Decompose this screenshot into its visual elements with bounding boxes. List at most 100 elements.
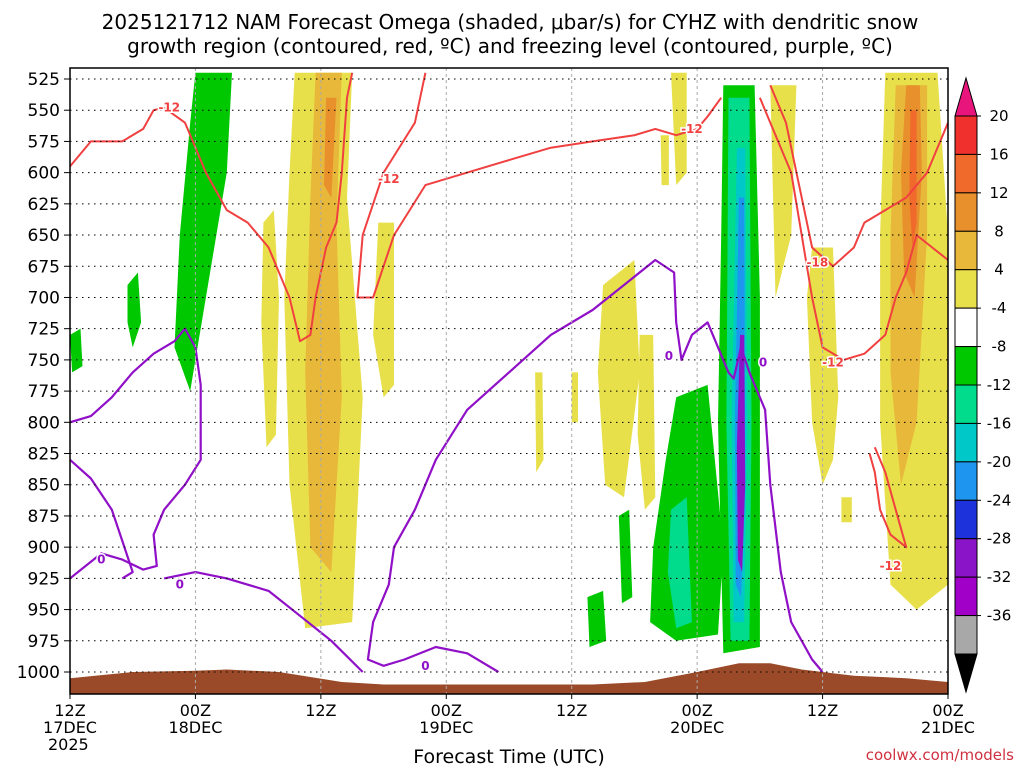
contour-label-9: 0 bbox=[665, 349, 673, 363]
colorbar-swatch-8 bbox=[954, 422, 978, 463]
omega-patch-yellow-19dec-6 bbox=[660, 135, 669, 186]
omega-patch-green-17dec-tiny bbox=[70, 328, 83, 373]
colorbar-swatch-3 bbox=[954, 230, 978, 271]
colorbar-label-7: -12 bbox=[987, 376, 1012, 394]
contour-label-7: 0 bbox=[176, 578, 184, 592]
contour-label-0: -12 bbox=[158, 101, 180, 115]
y-label-750: 750 bbox=[28, 351, 60, 371]
y-label-900: 900 bbox=[28, 538, 60, 558]
omega-patch-green-20dec-west bbox=[587, 590, 607, 647]
colorbar-label-2: 12 bbox=[989, 184, 1008, 202]
colorbar-label-1: 16 bbox=[989, 145, 1008, 163]
colorbar-label-0: 20 bbox=[989, 107, 1008, 125]
omega-patch-teal-20dec-1 bbox=[667, 497, 692, 629]
x-label-60-2: 20DEC bbox=[670, 718, 724, 737]
colorbar-label-5: -4 bbox=[992, 299, 1007, 317]
colorbar-swatch-6 bbox=[954, 346, 978, 386]
x-label-12-2: 18DEC bbox=[168, 718, 222, 737]
contour-dgz-12-mid bbox=[356, 72, 723, 299]
colorbar-swatch-1 bbox=[954, 153, 978, 194]
x-label-24-1: 12Z bbox=[305, 701, 336, 720]
colorbar-swatch-2 bbox=[954, 192, 978, 232]
colorbar-top-arrow bbox=[954, 76, 978, 117]
y-axis-labels: 525 550 575 600 625 650 675 700 725 750 775 800 825 8… bbox=[17, 70, 70, 683]
omega-patch-orange-18dec-1 bbox=[305, 72, 342, 573]
y-label-550: 550 bbox=[28, 101, 60, 121]
y-label-950: 950 bbox=[28, 601, 60, 621]
y-label-725: 725 bbox=[28, 320, 60, 340]
y-label-800: 800 bbox=[28, 413, 60, 433]
omega-patch-yellow-21dec-small bbox=[841, 497, 852, 523]
colorbar-swatch-12 bbox=[954, 576, 978, 617]
plot-frame bbox=[69, 67, 949, 695]
colorbar-swatch-7 bbox=[954, 384, 978, 424]
colorbar-label-3: 8 bbox=[994, 222, 1004, 240]
contour-label-6: 0 bbox=[97, 553, 105, 567]
colorbar-swatch-9 bbox=[954, 461, 978, 501]
colorbar-label-4: 4 bbox=[994, 261, 1004, 279]
y-label-600: 600 bbox=[28, 164, 60, 184]
x-label-36-2: 19DEC bbox=[419, 718, 473, 737]
colorbar-swatch-11 bbox=[954, 538, 978, 578]
omega-patch-purple-20dec-col bbox=[736, 334, 746, 573]
x-label-60-1: 00Z bbox=[681, 701, 712, 720]
colorbar-swatch-13 bbox=[954, 615, 978, 655]
omega-patch-orange-18dec-core bbox=[324, 97, 337, 198]
y-label-575: 575 bbox=[28, 132, 60, 152]
colorbar-label-11: -28 bbox=[987, 530, 1012, 548]
x-label-0-2: 17DEC bbox=[43, 718, 97, 737]
colorbar-bottom-arrow bbox=[954, 653, 978, 694]
contour-fl-0-mid bbox=[366, 258, 824, 673]
y-label-650: 650 bbox=[28, 226, 60, 246]
y-label-675: 675 bbox=[28, 257, 60, 277]
x-label-0-3: 2025 bbox=[48, 735, 89, 754]
x-label-84-1: 00Z bbox=[932, 701, 963, 720]
colorbar-swatch-4 bbox=[954, 269, 978, 309]
y-label-1000: 1000 bbox=[17, 663, 60, 683]
contour-fl-0-lower bbox=[70, 458, 134, 580]
colorbar-label-8: -16 bbox=[987, 414, 1012, 432]
colorbar-label-10: -24 bbox=[987, 491, 1012, 509]
contour-label-10: 0 bbox=[759, 355, 767, 369]
x-label-12-1: 00Z bbox=[180, 701, 211, 720]
contour-fl-0-west bbox=[70, 327, 202, 580]
contour-label-2: -12 bbox=[681, 122, 703, 136]
colorbar-swatch-10 bbox=[954, 499, 978, 540]
contour-label-4: -12 bbox=[822, 355, 844, 369]
colorbar-swatch-0 bbox=[954, 115, 978, 155]
colorbar-label-9: -20 bbox=[987, 453, 1012, 471]
x-label-0-1: 12Z bbox=[54, 701, 85, 720]
colorbar-label-13: -36 bbox=[987, 607, 1012, 625]
omega-patch-green-20dec-2 bbox=[618, 509, 633, 604]
colorbar-swatch-5 bbox=[954, 307, 978, 348]
terrain-fill bbox=[70, 663, 948, 694]
chart-title-line1: 2025121712 NAM Forecast Omega (shaded, μ… bbox=[102, 10, 919, 34]
omega-patch-yellow-19dec-1 bbox=[597, 260, 640, 498]
y-label-925: 925 bbox=[28, 569, 60, 589]
x-label-84-2: 21DEC bbox=[921, 718, 975, 737]
contour-label-5: -12 bbox=[880, 559, 902, 573]
y-label-875: 875 bbox=[28, 507, 60, 527]
x-axis-title: Forecast Time (UTC) bbox=[413, 746, 604, 768]
x-label-48-1: 12Z bbox=[556, 701, 587, 720]
colorbar: 20 16 12 8 4 -4 -8 -12 -16 -20 -24 -28 -32 -36 bbox=[954, 76, 1012, 694]
y-label-825: 825 bbox=[28, 445, 60, 465]
y-label-775: 775 bbox=[28, 382, 60, 402]
contour-label-8: 0 bbox=[421, 659, 429, 673]
omega-patch-yellow-19dec-5 bbox=[571, 372, 578, 423]
plot-inner: -12 -12 -12 -18 -12 -12 0 0 0 0 0 bbox=[70, 68, 948, 694]
chart-title-line2: growth region (contoured, red, ºC) and f… bbox=[127, 34, 893, 58]
y-label-850: 850 bbox=[28, 476, 60, 496]
y-label-975: 975 bbox=[28, 632, 60, 652]
y-label-625: 625 bbox=[28, 195, 60, 215]
colorbar-label-12: -32 bbox=[987, 568, 1012, 586]
credit-label: coolwx.com/models bbox=[866, 746, 1014, 764]
omega-patch-yellow-18dec-west bbox=[261, 210, 279, 448]
x-label-72-1: 12Z bbox=[807, 701, 838, 720]
omega-patch-red-21dec-core bbox=[909, 110, 917, 248]
y-label-525: 525 bbox=[28, 70, 60, 90]
contour-dgz-12-west bbox=[70, 72, 354, 343]
y-label-700: 700 bbox=[28, 288, 60, 308]
